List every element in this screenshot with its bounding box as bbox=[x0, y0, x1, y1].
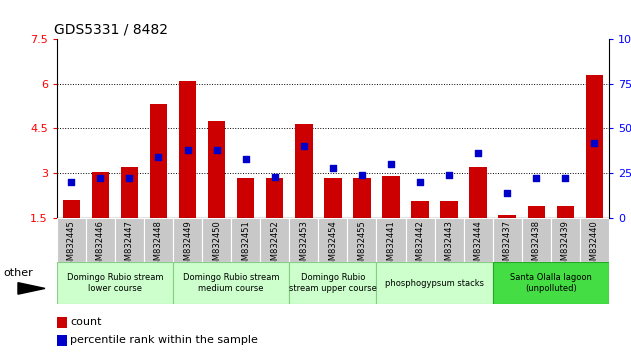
Text: GSM832441: GSM832441 bbox=[386, 220, 396, 271]
Bar bbox=[144, 218, 173, 262]
Bar bbox=[57, 335, 66, 346]
Bar bbox=[435, 218, 464, 262]
Bar bbox=[266, 178, 283, 218]
Text: count: count bbox=[70, 318, 102, 327]
Text: other: other bbox=[3, 268, 33, 279]
Bar bbox=[382, 176, 399, 218]
Bar bbox=[121, 167, 138, 218]
Point bbox=[357, 172, 367, 178]
Bar bbox=[115, 218, 144, 262]
Point bbox=[66, 179, 76, 185]
Text: GSM832444: GSM832444 bbox=[474, 220, 483, 271]
Bar bbox=[498, 215, 516, 218]
Bar bbox=[289, 262, 377, 304]
Point bbox=[240, 156, 251, 161]
Bar bbox=[469, 167, 487, 218]
Bar bbox=[318, 218, 348, 262]
Point bbox=[444, 172, 454, 178]
Text: Domingo Rubio stream
medium course: Domingo Rubio stream medium course bbox=[183, 274, 280, 293]
Text: percentile rank within the sample: percentile rank within the sample bbox=[70, 335, 258, 346]
Bar bbox=[237, 178, 254, 218]
Text: Domingo Rubio stream
lower course: Domingo Rubio stream lower course bbox=[67, 274, 163, 293]
Point bbox=[328, 165, 338, 171]
Text: GSM832451: GSM832451 bbox=[241, 220, 250, 271]
Text: GSM832452: GSM832452 bbox=[270, 220, 280, 271]
Text: GSM832443: GSM832443 bbox=[445, 220, 454, 271]
Text: GSM832438: GSM832438 bbox=[532, 220, 541, 271]
Bar bbox=[551, 218, 580, 262]
Bar bbox=[377, 218, 406, 262]
Bar bbox=[493, 218, 522, 262]
Bar bbox=[557, 206, 574, 218]
Point bbox=[298, 143, 309, 149]
Point bbox=[560, 176, 570, 181]
Point bbox=[153, 154, 163, 160]
Bar bbox=[324, 178, 341, 218]
Text: GSM832445: GSM832445 bbox=[67, 220, 76, 271]
Bar bbox=[580, 218, 609, 262]
Point bbox=[502, 190, 512, 195]
Bar bbox=[202, 218, 231, 262]
Text: GSM832447: GSM832447 bbox=[125, 220, 134, 271]
Point bbox=[182, 147, 192, 153]
Bar bbox=[440, 201, 458, 218]
Point bbox=[415, 179, 425, 185]
Text: GSM832440: GSM832440 bbox=[590, 220, 599, 271]
Bar bbox=[348, 218, 377, 262]
Text: GSM832453: GSM832453 bbox=[299, 220, 309, 271]
Text: GSM832450: GSM832450 bbox=[212, 220, 221, 271]
Bar bbox=[464, 218, 493, 262]
Text: phosphogypsum stacks: phosphogypsum stacks bbox=[385, 279, 484, 288]
Bar bbox=[493, 262, 609, 304]
Bar bbox=[406, 218, 435, 262]
Bar bbox=[57, 262, 173, 304]
Bar bbox=[377, 262, 493, 304]
Point bbox=[124, 176, 134, 181]
Bar bbox=[179, 81, 196, 218]
Bar bbox=[62, 200, 80, 218]
Point bbox=[473, 150, 483, 156]
Text: GDS5331 / 8482: GDS5331 / 8482 bbox=[54, 22, 168, 36]
Point bbox=[386, 161, 396, 167]
Bar bbox=[57, 218, 86, 262]
Text: GSM832455: GSM832455 bbox=[357, 220, 367, 271]
Point bbox=[531, 176, 541, 181]
Text: GSM832449: GSM832449 bbox=[183, 220, 192, 271]
Point bbox=[95, 176, 105, 181]
Text: GSM832448: GSM832448 bbox=[154, 220, 163, 271]
Text: GSM832442: GSM832442 bbox=[416, 220, 425, 271]
Text: Domingo Rubio
stream upper course: Domingo Rubio stream upper course bbox=[289, 274, 377, 293]
Bar bbox=[260, 218, 289, 262]
Bar bbox=[91, 172, 109, 218]
Bar bbox=[57, 317, 66, 328]
Bar bbox=[528, 206, 545, 218]
Bar bbox=[173, 262, 289, 304]
Bar bbox=[411, 201, 428, 218]
Polygon shape bbox=[18, 282, 45, 294]
Point bbox=[269, 174, 280, 179]
Bar bbox=[86, 218, 115, 262]
Bar bbox=[522, 218, 551, 262]
Bar bbox=[231, 218, 260, 262]
Text: Santa Olalla lagoon
(unpolluted): Santa Olalla lagoon (unpolluted) bbox=[510, 274, 592, 293]
Bar bbox=[295, 124, 312, 218]
Bar bbox=[586, 75, 603, 218]
Point bbox=[589, 140, 599, 145]
Text: GSM832454: GSM832454 bbox=[328, 220, 338, 271]
Point bbox=[211, 147, 221, 153]
Bar bbox=[353, 178, 370, 218]
Bar bbox=[173, 218, 202, 262]
Text: GSM832439: GSM832439 bbox=[561, 220, 570, 271]
Bar bbox=[289, 218, 318, 262]
Text: GSM832437: GSM832437 bbox=[503, 220, 512, 271]
Text: GSM832446: GSM832446 bbox=[96, 220, 105, 271]
Bar bbox=[208, 121, 225, 218]
Bar bbox=[150, 104, 167, 218]
